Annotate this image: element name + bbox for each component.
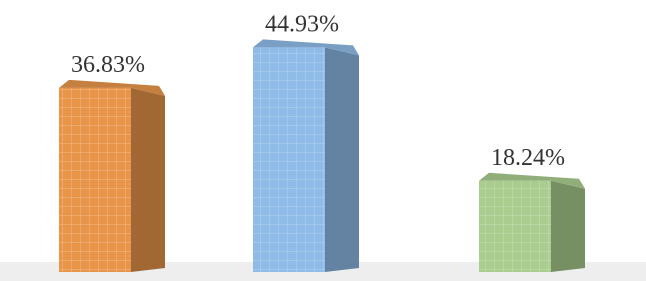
chart: 36.83% 44.93% 18.24% (0, 0, 646, 281)
building-windows (59, 88, 131, 272)
value-label: 36.83% (71, 52, 145, 78)
page: 36.83%44.93%18.24% (() => { const data =… (0, 0, 646, 281)
building-side (551, 181, 585, 272)
building-side (131, 88, 165, 272)
building-windows (253, 47, 325, 272)
building-side (325, 47, 359, 272)
building-windows (479, 181, 551, 272)
value-label: 18.24% (491, 145, 565, 171)
value-label: 44.93% (265, 11, 339, 37)
